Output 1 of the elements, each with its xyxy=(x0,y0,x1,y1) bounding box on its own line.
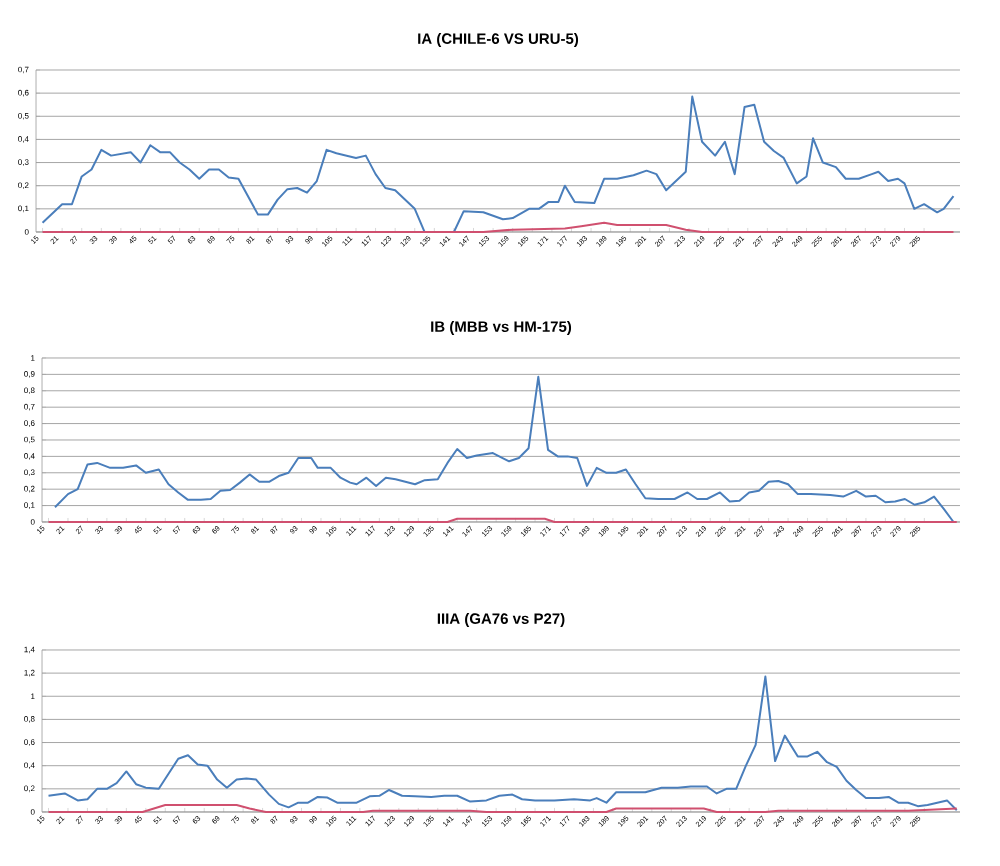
line-series xyxy=(41,95,955,233)
